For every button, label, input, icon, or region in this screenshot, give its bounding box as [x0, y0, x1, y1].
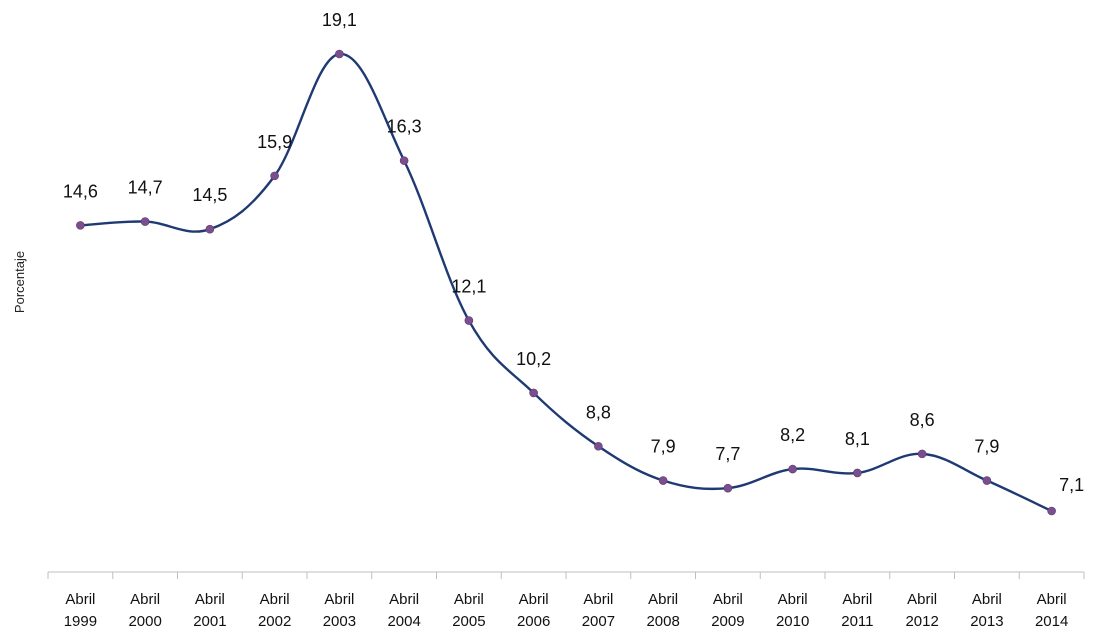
- data-point: [1047, 506, 1056, 516]
- x-tick-label-month: Abril: [583, 591, 613, 608]
- x-tick-label-month: Abril: [519, 591, 549, 608]
- x-tick-label-month: Abril: [778, 591, 808, 608]
- data-label: 7,1: [1059, 475, 1084, 495]
- data-point: [529, 388, 538, 398]
- data-label: 7,9: [651, 437, 676, 457]
- x-axis: [47, 571, 1085, 579]
- x-tick-label-year: 2013: [970, 613, 1003, 630]
- x-tick-label-year: 2006: [517, 613, 550, 630]
- data-label: 8,2: [780, 425, 805, 445]
- data-point: [788, 464, 797, 474]
- data-point: [335, 49, 344, 59]
- data-label: 14,7: [128, 178, 163, 198]
- x-tick-label-year: 2008: [646, 613, 679, 630]
- data-label: 16,3: [387, 117, 422, 137]
- data-label: 8,1: [845, 429, 870, 449]
- data-point: [205, 224, 215, 234]
- data-point: [270, 171, 279, 181]
- data-point: [464, 316, 474, 325]
- data-point: [76, 221, 85, 230]
- data-label: 14,5: [192, 185, 227, 205]
- x-tick-label-year: 2012: [905, 613, 938, 630]
- x-tick-label-year: 2005: [452, 613, 485, 630]
- data-point: [594, 441, 603, 451]
- x-tick-label-month: Abril: [842, 591, 872, 608]
- data-label: 7,7: [715, 444, 740, 464]
- x-tick-label-month: Abril: [907, 591, 937, 608]
- x-tick-label-year: 2010: [776, 613, 809, 630]
- x-tick-label-month: Abril: [65, 591, 95, 608]
- data-point: [658, 476, 668, 485]
- x-tick-label-month: Abril: [195, 591, 225, 608]
- y-axis-label: Porcentaje: [12, 251, 27, 313]
- data-label: 19,1: [322, 10, 357, 30]
- data-label: 8,8: [586, 402, 611, 422]
- category-labels: Abril 1999 Abril 2000 Abril 2001 Abril 2002 Abri…: [64, 591, 1069, 630]
- data-point: [140, 217, 150, 226]
- data-label: 10,2: [516, 349, 551, 369]
- x-tick-label-year: 2000: [128, 613, 161, 630]
- x-tick-label-year: 2014: [1035, 613, 1068, 630]
- x-tick-label-year: 2011: [841, 613, 873, 630]
- x-tick-label-month: Abril: [389, 591, 419, 608]
- data-point: [982, 476, 992, 485]
- series-layer: [76, 49, 1056, 516]
- data-label: 14,6: [63, 181, 98, 201]
- x-tick-label-month: Abril: [324, 591, 354, 608]
- data-label: 7,9: [974, 437, 999, 457]
- x-tick-label-month: Abril: [648, 591, 678, 608]
- x-tick-label-month: Abril: [1037, 591, 1067, 608]
- x-tick-label-year: 2003: [323, 613, 356, 630]
- data-labels: 14,6 14,7 14,5 15,9 19,1 16,3 12,1 10,2 8,8 7,9 7,…: [63, 10, 1084, 495]
- data-point: [723, 483, 733, 493]
- data-point: [917, 449, 927, 459]
- x-tick-label-month: Abril: [713, 591, 743, 608]
- x-tick-label-year: 1999: [64, 613, 97, 630]
- data-label: 8,6: [910, 410, 935, 430]
- x-tick-label-month: Abril: [972, 591, 1002, 608]
- data-point: [853, 468, 862, 478]
- x-tick-label-year: 2002: [258, 613, 291, 630]
- x-tick-label-year: 2007: [582, 613, 615, 630]
- data-label: 15,9: [257, 132, 292, 152]
- series-line: [80, 52, 1053, 513]
- x-tick-label-year: 2001: [193, 613, 226, 630]
- x-tick-label-month: Abril: [130, 591, 160, 608]
- x-tick-label-year: 2009: [711, 613, 744, 630]
- x-tick-label-month: Abril: [454, 591, 484, 608]
- data-point: [399, 156, 409, 165]
- x-tick-label-year: 2004: [387, 613, 420, 630]
- data-label: 12,1: [451, 277, 486, 297]
- x-tick-label-month: Abril: [260, 591, 290, 608]
